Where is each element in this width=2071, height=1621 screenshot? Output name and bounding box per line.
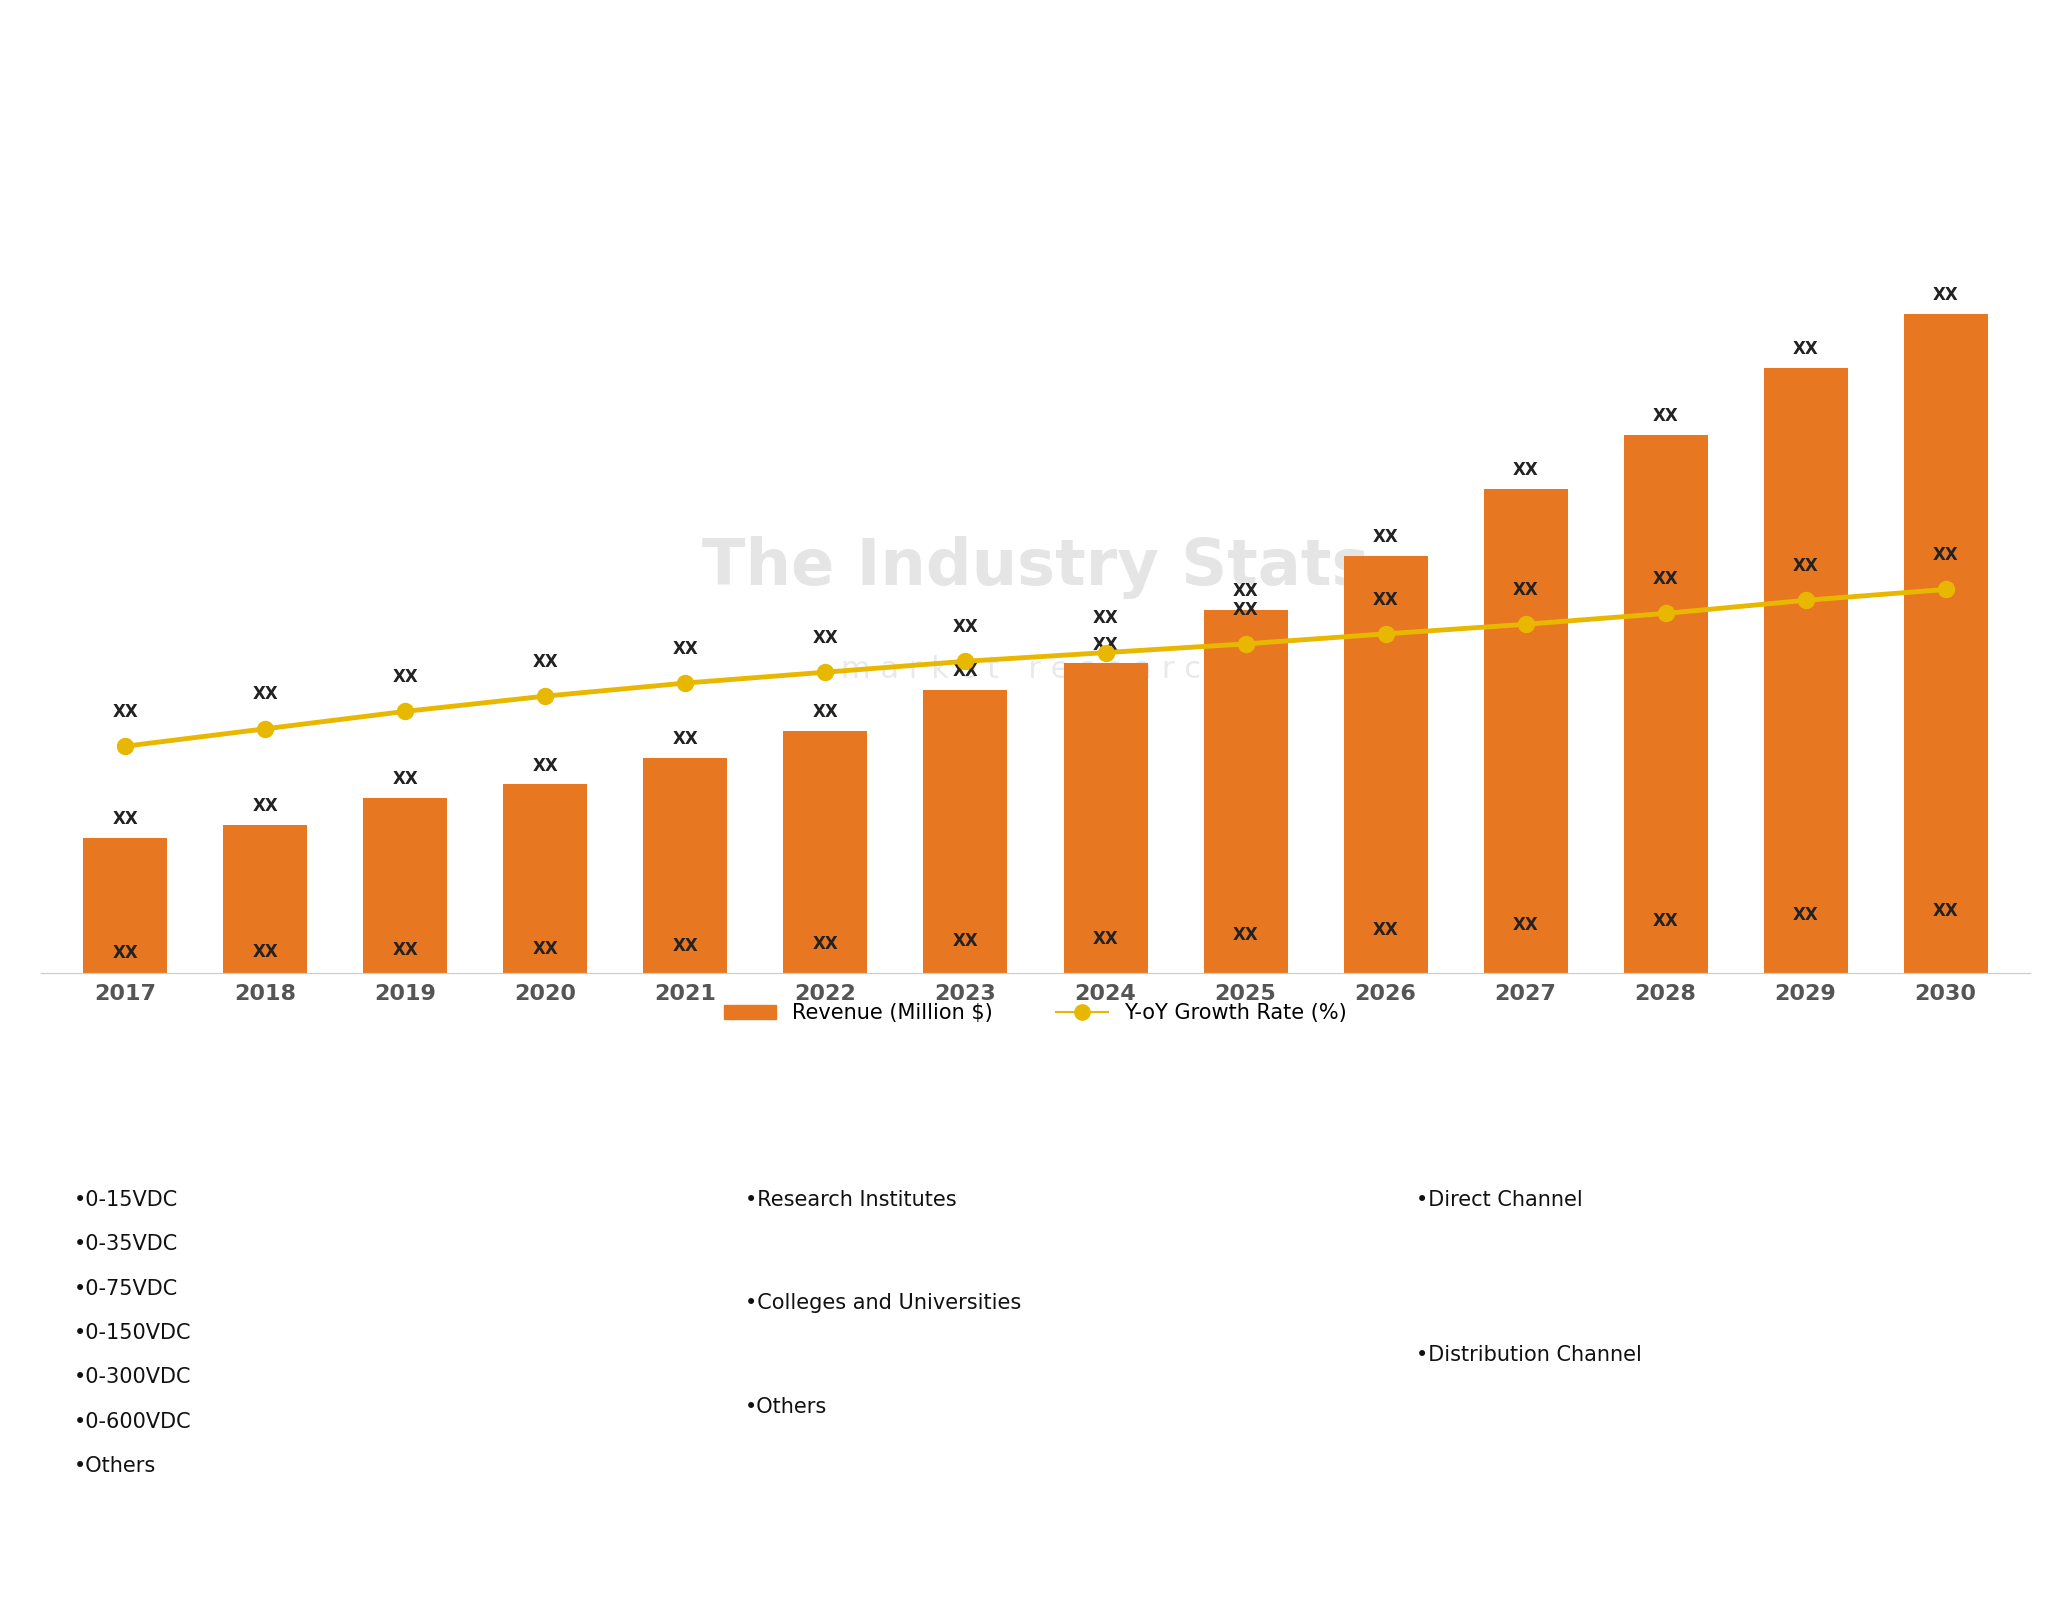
Legend: Revenue (Million $), Y-oY Growth Rate (%): Revenue (Million $), Y-oY Growth Rate (%…: [714, 995, 1357, 1031]
Text: XX: XX: [1793, 340, 1818, 358]
Text: XX: XX: [253, 943, 278, 961]
Text: Application: Application: [969, 1101, 1102, 1125]
Bar: [1903, 314, 1988, 973]
Text: •Colleges and Universities: •Colleges and Universities: [746, 1294, 1021, 1313]
Text: XX: XX: [1512, 580, 1539, 600]
Text: Product Types: Product Types: [282, 1101, 447, 1125]
Bar: [1344, 556, 1427, 973]
Text: XX: XX: [1093, 635, 1118, 653]
Text: XX: XX: [112, 943, 139, 961]
Text: •0-600VDC: •0-600VDC: [75, 1412, 191, 1431]
Text: XX: XX: [253, 798, 278, 815]
Bar: [1064, 663, 1147, 973]
Bar: [783, 731, 868, 973]
Text: XX: XX: [1512, 916, 1539, 934]
Text: •0-75VDC: •0-75VDC: [75, 1279, 178, 1298]
Text: XX: XX: [953, 663, 978, 681]
Text: •0-35VDC: •0-35VDC: [75, 1234, 178, 1255]
Text: •Distribution Channel: •Distribution Channel: [1417, 1345, 1642, 1365]
Text: Source: Theindustrystats Analysis: Source: Theindustrystats Analysis: [52, 1568, 427, 1585]
Text: XX: XX: [112, 704, 139, 721]
Text: •0-300VDC: •0-300VDC: [75, 1368, 191, 1388]
Text: XX: XX: [112, 810, 139, 828]
Text: XX: XX: [393, 940, 418, 958]
Text: XX: XX: [812, 629, 839, 647]
Bar: [1624, 434, 1709, 973]
Text: •Research Institutes: •Research Institutes: [746, 1190, 957, 1209]
Text: XX: XX: [1232, 926, 1259, 943]
Text: Email: sales@theindustrystats.com: Email: sales@theindustrystats.com: [843, 1568, 1228, 1585]
Bar: [362, 798, 447, 973]
Text: m a r k e t   r e s e a r c h: m a r k e t r e s e a r c h: [841, 655, 1230, 684]
Bar: [644, 757, 727, 973]
Text: XX: XX: [1093, 930, 1118, 948]
Bar: [224, 825, 307, 973]
Text: XX: XX: [812, 704, 839, 721]
Text: Sales Channels: Sales Channels: [1617, 1101, 1796, 1125]
Text: XX: XX: [393, 770, 418, 788]
Bar: [1483, 490, 1568, 973]
Text: XX: XX: [1232, 601, 1259, 619]
Bar: [83, 838, 168, 973]
Text: XX: XX: [1512, 460, 1539, 478]
Text: XX: XX: [1653, 407, 1678, 425]
Bar: [924, 691, 1007, 973]
Text: XX: XX: [673, 937, 698, 955]
Text: •0-150VDC: •0-150VDC: [75, 1323, 191, 1344]
Text: •Direct Channel: •Direct Channel: [1417, 1190, 1582, 1209]
Text: XX: XX: [1932, 901, 1959, 919]
Text: XX: XX: [1932, 546, 1959, 564]
Text: •Others: •Others: [75, 1456, 155, 1477]
Text: XX: XX: [953, 932, 978, 950]
Text: XX: XX: [673, 729, 698, 747]
Text: XX: XX: [812, 935, 839, 953]
Text: The Industry Stats: The Industry Stats: [702, 537, 1369, 600]
Text: XX: XX: [1653, 911, 1678, 929]
Text: XX: XX: [1932, 287, 1959, 305]
Text: XX: XX: [1373, 921, 1398, 939]
Text: •Others: •Others: [746, 1397, 826, 1417]
Bar: [503, 785, 588, 973]
Text: •0-15VDC: •0-15VDC: [75, 1190, 178, 1209]
Text: XX: XX: [673, 640, 698, 658]
Text: XX: XX: [1653, 571, 1678, 588]
Text: XX: XX: [1093, 609, 1118, 627]
Text: XX: XX: [393, 668, 418, 686]
Text: XX: XX: [1373, 528, 1398, 546]
Text: XX: XX: [1232, 582, 1259, 600]
Text: XX: XX: [953, 618, 978, 635]
Text: XX: XX: [253, 686, 278, 704]
Text: XX: XX: [1373, 590, 1398, 608]
Bar: [1203, 609, 1288, 973]
Bar: [1764, 368, 1847, 973]
Text: XX: XX: [1793, 558, 1818, 575]
Text: Website: www.theindustrystats.com: Website: www.theindustrystats.com: [1620, 1568, 2019, 1585]
Text: Fig. Global Laboratory Power Supply Market Status and Outlook: Fig. Global Laboratory Power Supply Mark…: [31, 71, 1087, 99]
Text: XX: XX: [1793, 906, 1818, 924]
Text: XX: XX: [532, 757, 559, 775]
Text: XX: XX: [532, 653, 559, 671]
Text: XX: XX: [532, 940, 559, 958]
